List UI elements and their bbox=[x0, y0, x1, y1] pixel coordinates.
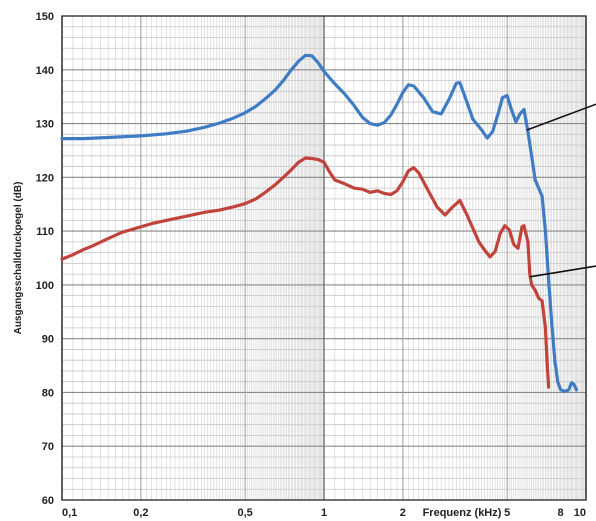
x-tick-label: 0,2 bbox=[133, 507, 148, 519]
series-layer bbox=[60, 53, 579, 393]
y-tick-label: 120 bbox=[36, 172, 54, 184]
series-line-2 bbox=[60, 156, 551, 389]
y-tick-label: 150 bbox=[36, 11, 54, 23]
x-tick-label: 0,1 bbox=[62, 507, 77, 519]
y-tick-label: 70 bbox=[42, 441, 54, 453]
y-axis-label: Ausgangsschalldruckpegel (dB) bbox=[13, 182, 24, 335]
annotation-lines bbox=[526, 103, 596, 278]
x-tick-label: 1 bbox=[321, 507, 327, 519]
x-axis-label: Frequenz (kHz) bbox=[423, 507, 502, 519]
annotation-line-1 bbox=[526, 103, 596, 131]
y-tick-labels: 60 70 80 90 100 110 120 130 140 150 bbox=[36, 11, 54, 507]
y-tick-label: 130 bbox=[36, 119, 54, 131]
y-tick-label: 60 bbox=[42, 495, 54, 507]
x-tick-label: 0,5 bbox=[237, 507, 252, 519]
grid-major-lines bbox=[61, 15, 587, 501]
y-tick-label: 90 bbox=[42, 334, 54, 346]
x-tick-label: 5 bbox=[504, 507, 510, 519]
y-tick-label: 80 bbox=[42, 387, 54, 399]
y-tick-label: 140 bbox=[36, 65, 54, 77]
x-tick-labels: 0,1 0,2 0,5 1 2 5 8 10 bbox=[62, 507, 586, 519]
series-line-1 bbox=[60, 53, 579, 393]
x-tick-label: 2 bbox=[400, 507, 406, 519]
y-tick-label: 110 bbox=[36, 226, 54, 238]
annotation-line-2 bbox=[529, 265, 596, 278]
x-tick-label: 8 bbox=[558, 507, 564, 519]
x-tick-label: 10 bbox=[574, 507, 586, 519]
y-tick-label: 100 bbox=[36, 280, 54, 292]
